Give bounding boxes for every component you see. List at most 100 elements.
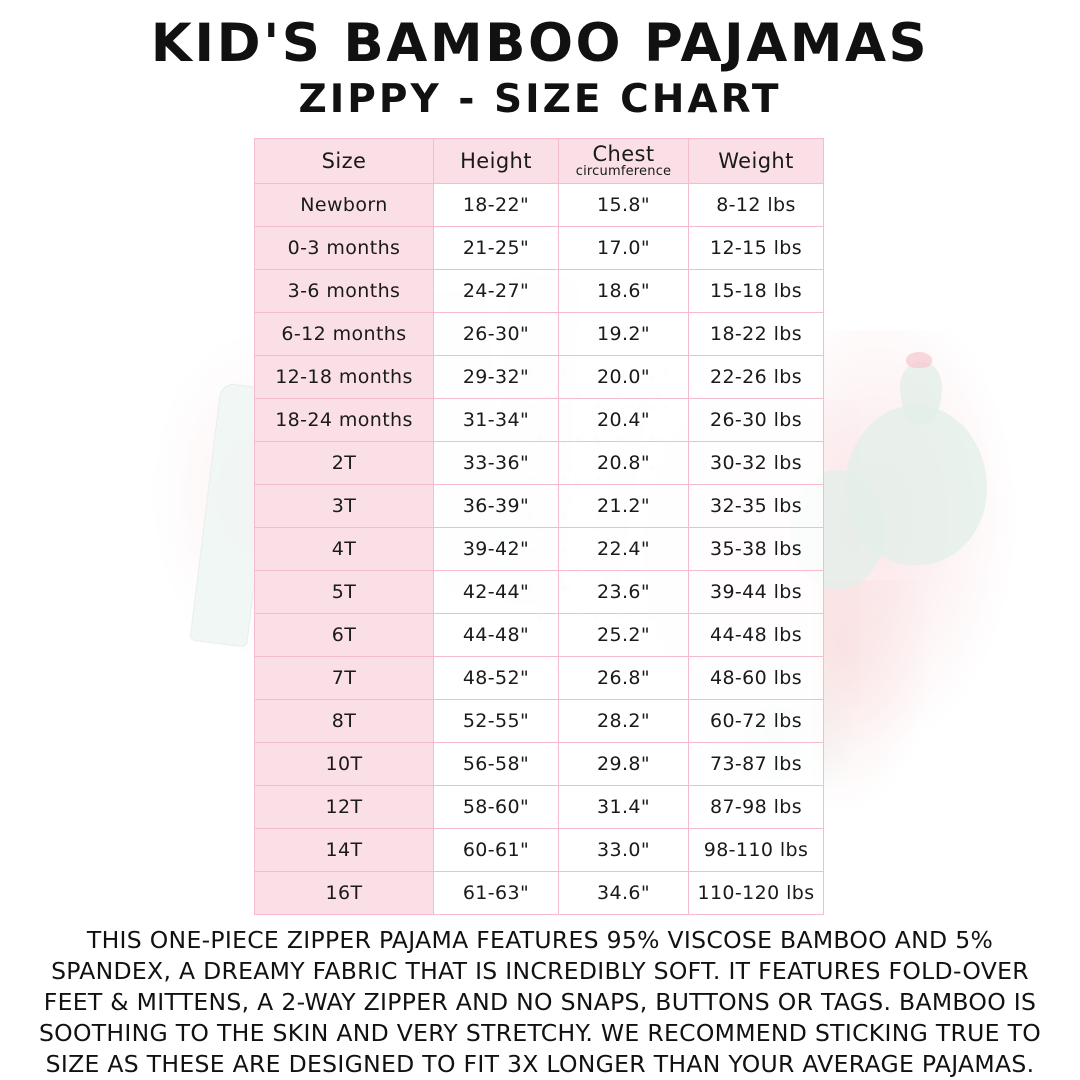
cell-weight: 26-30 lbs: [688, 398, 824, 442]
cell-size: 14T: [254, 828, 434, 872]
cell-height: 29-32": [433, 355, 559, 399]
table-body: Newborn 18-22" 15.8" 8-12 lbs 0-3 months 21-2…: [254, 183, 824, 915]
description-line: size as these are designed to fit 3x lon…: [45, 1050, 1035, 1078]
cell-weight: 15-18 lbs: [688, 269, 824, 313]
cell-weight: 30-32 lbs: [688, 441, 824, 485]
cell-height: 42-44": [433, 570, 559, 614]
cell-weight: 18-22 lbs: [688, 312, 824, 356]
column-header-size: Size: [254, 138, 434, 184]
cell-chest: 20.0": [558, 355, 689, 399]
size-chart-table: Size Height Chest circumference Weight N…: [254, 138, 824, 915]
table-row: 3T 36-39" 21.2" 32-35 lbs: [254, 484, 824, 528]
cell-height: 33-36": [433, 441, 559, 485]
cell-height: 36-39": [433, 484, 559, 528]
table-row: 2T 33-36" 20.8" 30-32 lbs: [254, 441, 824, 485]
table-row: 4T 39-42" 22.4" 35-38 lbs: [254, 527, 824, 571]
cell-chest: 33.0": [558, 828, 689, 872]
cell-weight: 73-87 lbs: [688, 742, 824, 786]
cell-size: 2T: [254, 441, 434, 485]
cell-chest: 23.6": [558, 570, 689, 614]
cell-height: 61-63": [433, 871, 559, 915]
table-row: 12-18 months 29-32" 20.0" 22-26 lbs: [254, 355, 824, 399]
size-chart-table-container: Size Height Chest circumference Weight N…: [254, 138, 824, 915]
cell-weight: 110-120 lbs: [688, 871, 824, 915]
cell-size: 8T: [254, 699, 434, 743]
cell-chest: 25.2": [558, 613, 689, 657]
cell-height: 24-27": [433, 269, 559, 313]
cell-size: 3-6 months: [254, 269, 434, 313]
cell-chest: 28.2": [558, 699, 689, 743]
cell-height: 58-60": [433, 785, 559, 829]
cell-size: 6-12 months: [254, 312, 434, 356]
page-title: Kid's Bamboo Pajamas: [150, 13, 930, 74]
table-row: 18-24 months 31-34" 20.4" 26-30 lbs: [254, 398, 824, 442]
cell-weight: 8-12 lbs: [688, 183, 824, 227]
cell-size: 4T: [254, 527, 434, 571]
cell-height: 21-25": [433, 226, 559, 270]
description-line: feet & mittens, a 2-way zipper and no sn…: [43, 988, 1037, 1016]
description-line: soothing to the skin and very stretchy. …: [38, 1019, 1042, 1047]
cell-size: 12-18 months: [254, 355, 434, 399]
cell-weight: 60-72 lbs: [688, 699, 824, 743]
table-row: Newborn 18-22" 15.8" 8-12 lbs: [254, 183, 824, 227]
cell-chest: 20.4": [558, 398, 689, 442]
cell-weight: 44-48 lbs: [688, 613, 824, 657]
cell-height: 60-61": [433, 828, 559, 872]
table-row: 5T 42-44" 23.6" 39-44 lbs: [254, 570, 824, 614]
cell-size: 10T: [254, 742, 434, 786]
title-block: Kid's Bamboo Pajamas Zippy - Size Chart: [0, 0, 1080, 124]
cell-chest: 20.8": [558, 441, 689, 485]
table-row: 14T 60-61" 33.0" 98-110 lbs: [254, 828, 824, 872]
cell-chest: 18.6": [558, 269, 689, 313]
table-row: 0-3 months 21-25" 17.0" 12-15 lbs: [254, 226, 824, 270]
table-row: 8T 52-55" 28.2" 60-72 lbs: [254, 699, 824, 743]
cell-chest: 26.8": [558, 656, 689, 700]
cell-weight: 87-98 lbs: [688, 785, 824, 829]
cell-size: 5T: [254, 570, 434, 614]
cell-chest: 15.8": [558, 183, 689, 227]
cell-size: 6T: [254, 613, 434, 657]
cell-chest: 29.8": [558, 742, 689, 786]
cell-height: 44-48": [433, 613, 559, 657]
table-row: 16T 61-63" 34.6" 110-120 lbs: [254, 871, 824, 915]
cell-weight: 35-38 lbs: [688, 527, 824, 571]
column-header-height: Height: [433, 138, 559, 184]
cell-weight: 12-15 lbs: [688, 226, 824, 270]
cell-size: 12T: [254, 785, 434, 829]
cell-chest: 31.4": [558, 785, 689, 829]
table-row: 10T 56-58" 29.8" 73-87 lbs: [254, 742, 824, 786]
product-description: This one-piece zipper pajama features 95…: [0, 925, 1080, 1080]
column-header-chest-sublabel: circumference: [575, 164, 672, 179]
cell-size: 0-3 months: [254, 226, 434, 270]
cell-weight: 98-110 lbs: [688, 828, 824, 872]
description-line: spandex, a dreamy fabric that is incredi…: [51, 957, 1029, 985]
cell-chest: 34.6": [558, 871, 689, 915]
cell-chest: 22.4": [558, 527, 689, 571]
cell-size: 18-24 months: [254, 398, 434, 442]
cell-weight: 32-35 lbs: [688, 484, 824, 528]
description-line: This one-piece zipper pajama features 95…: [86, 926, 994, 954]
cell-chest: 21.2": [558, 484, 689, 528]
cell-height: 56-58": [433, 742, 559, 786]
column-header-weight: Weight: [688, 138, 824, 184]
table-row: 6T 44-48" 25.2" 44-48 lbs: [254, 613, 824, 657]
cell-size: 7T: [254, 656, 434, 700]
cell-weight: 39-44 lbs: [688, 570, 824, 614]
cell-weight: 48-60 lbs: [688, 656, 824, 700]
cell-height: 18-22": [433, 183, 559, 227]
column-header-chest: Chest circumference: [558, 138, 689, 184]
cell-size: Newborn: [254, 183, 434, 227]
cell-height: 26-30": [433, 312, 559, 356]
table-row: 3-6 months 24-27" 18.6" 15-18 lbs: [254, 269, 824, 313]
table-row: 12T 58-60" 31.4" 87-98 lbs: [254, 785, 824, 829]
cell-height: 39-42": [433, 527, 559, 571]
cell-chest: 19.2": [558, 312, 689, 356]
cell-height: 31-34": [433, 398, 559, 442]
page-subtitle: Zippy - Size Chart: [298, 77, 782, 122]
cell-chest: 17.0": [558, 226, 689, 270]
cell-size: 3T: [254, 484, 434, 528]
table-header-row: Size Height Chest circumference Weight: [254, 138, 824, 184]
cell-size: 16T: [254, 871, 434, 915]
column-header-chest-label: Chest: [592, 142, 655, 166]
table-row: 6-12 months 26-30" 19.2" 18-22 lbs: [254, 312, 824, 356]
